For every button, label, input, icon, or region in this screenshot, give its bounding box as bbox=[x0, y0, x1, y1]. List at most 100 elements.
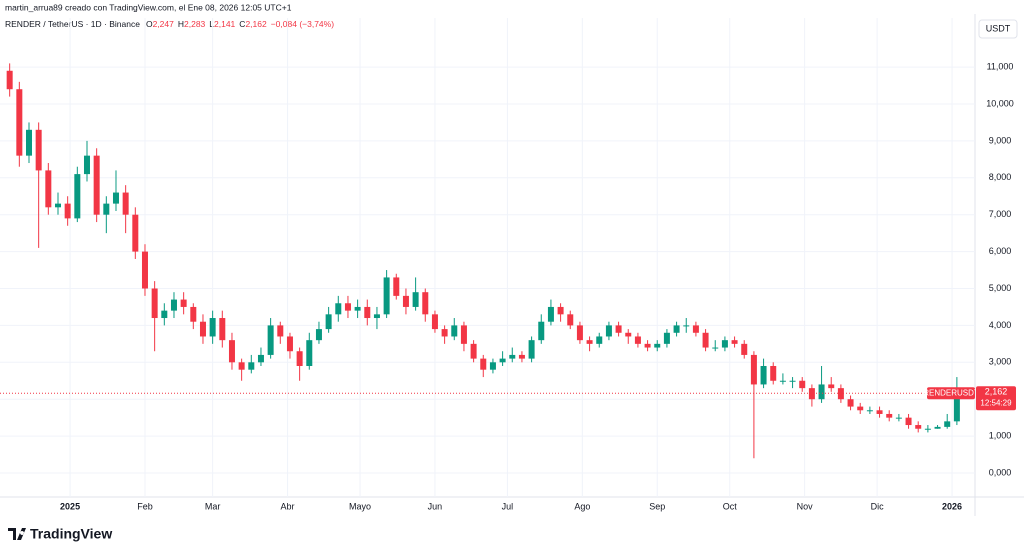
candle-body bbox=[886, 413, 893, 418]
candle-body bbox=[393, 277, 400, 296]
y-tick-label: 8,000 bbox=[989, 172, 1012, 182]
candle-body bbox=[547, 306, 554, 322]
candle-body bbox=[654, 343, 661, 348]
candle-body bbox=[112, 192, 119, 204]
y-tick-label: 6,000 bbox=[989, 246, 1012, 256]
candle-body bbox=[286, 336, 293, 352]
currency-box bbox=[978, 19, 1018, 39]
candle-body bbox=[915, 425, 922, 429]
x-tick-label: Feb bbox=[137, 501, 153, 511]
candle-body bbox=[673, 325, 680, 333]
candle-body bbox=[644, 343, 651, 348]
candle-body bbox=[344, 303, 351, 311]
candle-body bbox=[451, 325, 458, 337]
candle-body bbox=[750, 354, 757, 385]
candle-body bbox=[538, 321, 545, 341]
candle-body bbox=[383, 277, 390, 315]
x-tick-label: Sep bbox=[649, 501, 665, 511]
candle-body bbox=[93, 155, 100, 215]
x-tick-label: Jul bbox=[502, 501, 514, 511]
candle-body bbox=[122, 192, 129, 215]
candle-body bbox=[818, 384, 825, 400]
candle-body bbox=[35, 129, 42, 171]
candle-body bbox=[567, 314, 574, 326]
legend-key: C bbox=[239, 19, 245, 29]
candle-body bbox=[489, 362, 496, 370]
candle-body bbox=[770, 365, 777, 381]
y-tick-label: 3,000 bbox=[989, 357, 1012, 367]
grid bbox=[0, 18, 975, 497]
candle-body bbox=[934, 426, 941, 429]
candle-body bbox=[64, 203, 71, 219]
candle-body bbox=[151, 288, 158, 319]
candle-body bbox=[866, 410, 873, 412]
x-tick-label: Ago bbox=[574, 501, 590, 511]
legend-value: 2,141 bbox=[214, 19, 236, 29]
x-tick-label: Abr bbox=[281, 501, 295, 511]
x-tick-label: Jun bbox=[428, 501, 443, 511]
candle-body bbox=[528, 340, 535, 359]
candle-body bbox=[760, 365, 767, 385]
candle-body bbox=[364, 306, 371, 319]
candle-body bbox=[721, 340, 728, 348]
candle-body bbox=[267, 325, 274, 355]
price-tag bbox=[976, 386, 1016, 411]
price-tag-text: 2,162 bbox=[985, 387, 1008, 397]
candle-body bbox=[663, 332, 670, 344]
candle-body bbox=[74, 174, 81, 219]
candle-body bbox=[615, 325, 622, 333]
y-tick-label: 11,000 bbox=[987, 61, 1014, 71]
candle-body bbox=[277, 325, 284, 337]
candle-body bbox=[944, 421, 951, 427]
logo-icon bbox=[8, 528, 26, 540]
candle-body bbox=[228, 340, 235, 363]
y-tick-label: 5,000 bbox=[989, 283, 1012, 293]
countdown: 12:54:29 bbox=[980, 398, 1012, 407]
legend-key: H bbox=[178, 19, 184, 29]
candle-body bbox=[683, 325, 690, 327]
candle-body bbox=[741, 343, 748, 355]
candle-body bbox=[199, 321, 206, 337]
candle-body bbox=[54, 203, 61, 208]
candle-body bbox=[480, 358, 487, 370]
symbol-tag-text: RENDERUSDT bbox=[923, 388, 979, 397]
candle-body bbox=[905, 417, 912, 426]
x-tick-label: Dic bbox=[871, 501, 884, 511]
y-tick-label: 10,000 bbox=[986, 98, 1014, 108]
candle-body bbox=[847, 399, 854, 407]
candle-body bbox=[335, 303, 342, 315]
candle-body bbox=[132, 214, 139, 252]
candle-body bbox=[306, 340, 313, 366]
candle-body bbox=[876, 410, 883, 414]
candle-body bbox=[857, 406, 864, 411]
candle-body bbox=[180, 299, 187, 307]
x-tick-label: Nov bbox=[797, 501, 814, 511]
candle-body bbox=[499, 358, 506, 363]
candle-body bbox=[257, 354, 264, 363]
candle-body bbox=[325, 314, 332, 330]
candle-body bbox=[161, 310, 168, 319]
symbol-tag bbox=[927, 387, 975, 400]
candle-body bbox=[431, 314, 438, 330]
candle-body bbox=[141, 251, 148, 289]
candle-body bbox=[460, 325, 467, 344]
candle-body bbox=[895, 417, 902, 419]
candle-body bbox=[779, 380, 786, 382]
candle-body bbox=[373, 314, 380, 319]
legend-key: L bbox=[209, 19, 214, 29]
x-tick-label: 2026 bbox=[942, 501, 962, 511]
candle-body bbox=[596, 336, 603, 344]
candles bbox=[6, 63, 970, 459]
candle-body bbox=[209, 318, 216, 337]
symbol-line: RENDER / TetherUS · 1D · Binance O2,247 H2… bbox=[5, 19, 334, 29]
candle-body bbox=[557, 306, 564, 315]
symbol: RENDER / TetherUS · 1D · Binance bbox=[5, 19, 140, 29]
candle-body bbox=[219, 318, 226, 341]
candle-body bbox=[25, 129, 32, 156]
candle-body bbox=[248, 362, 255, 370]
candle-body bbox=[296, 351, 303, 366]
candle-body bbox=[170, 299, 177, 311]
candle-body bbox=[953, 390, 960, 422]
candle-body bbox=[103, 203, 110, 215]
candle-body bbox=[712, 347, 719, 349]
